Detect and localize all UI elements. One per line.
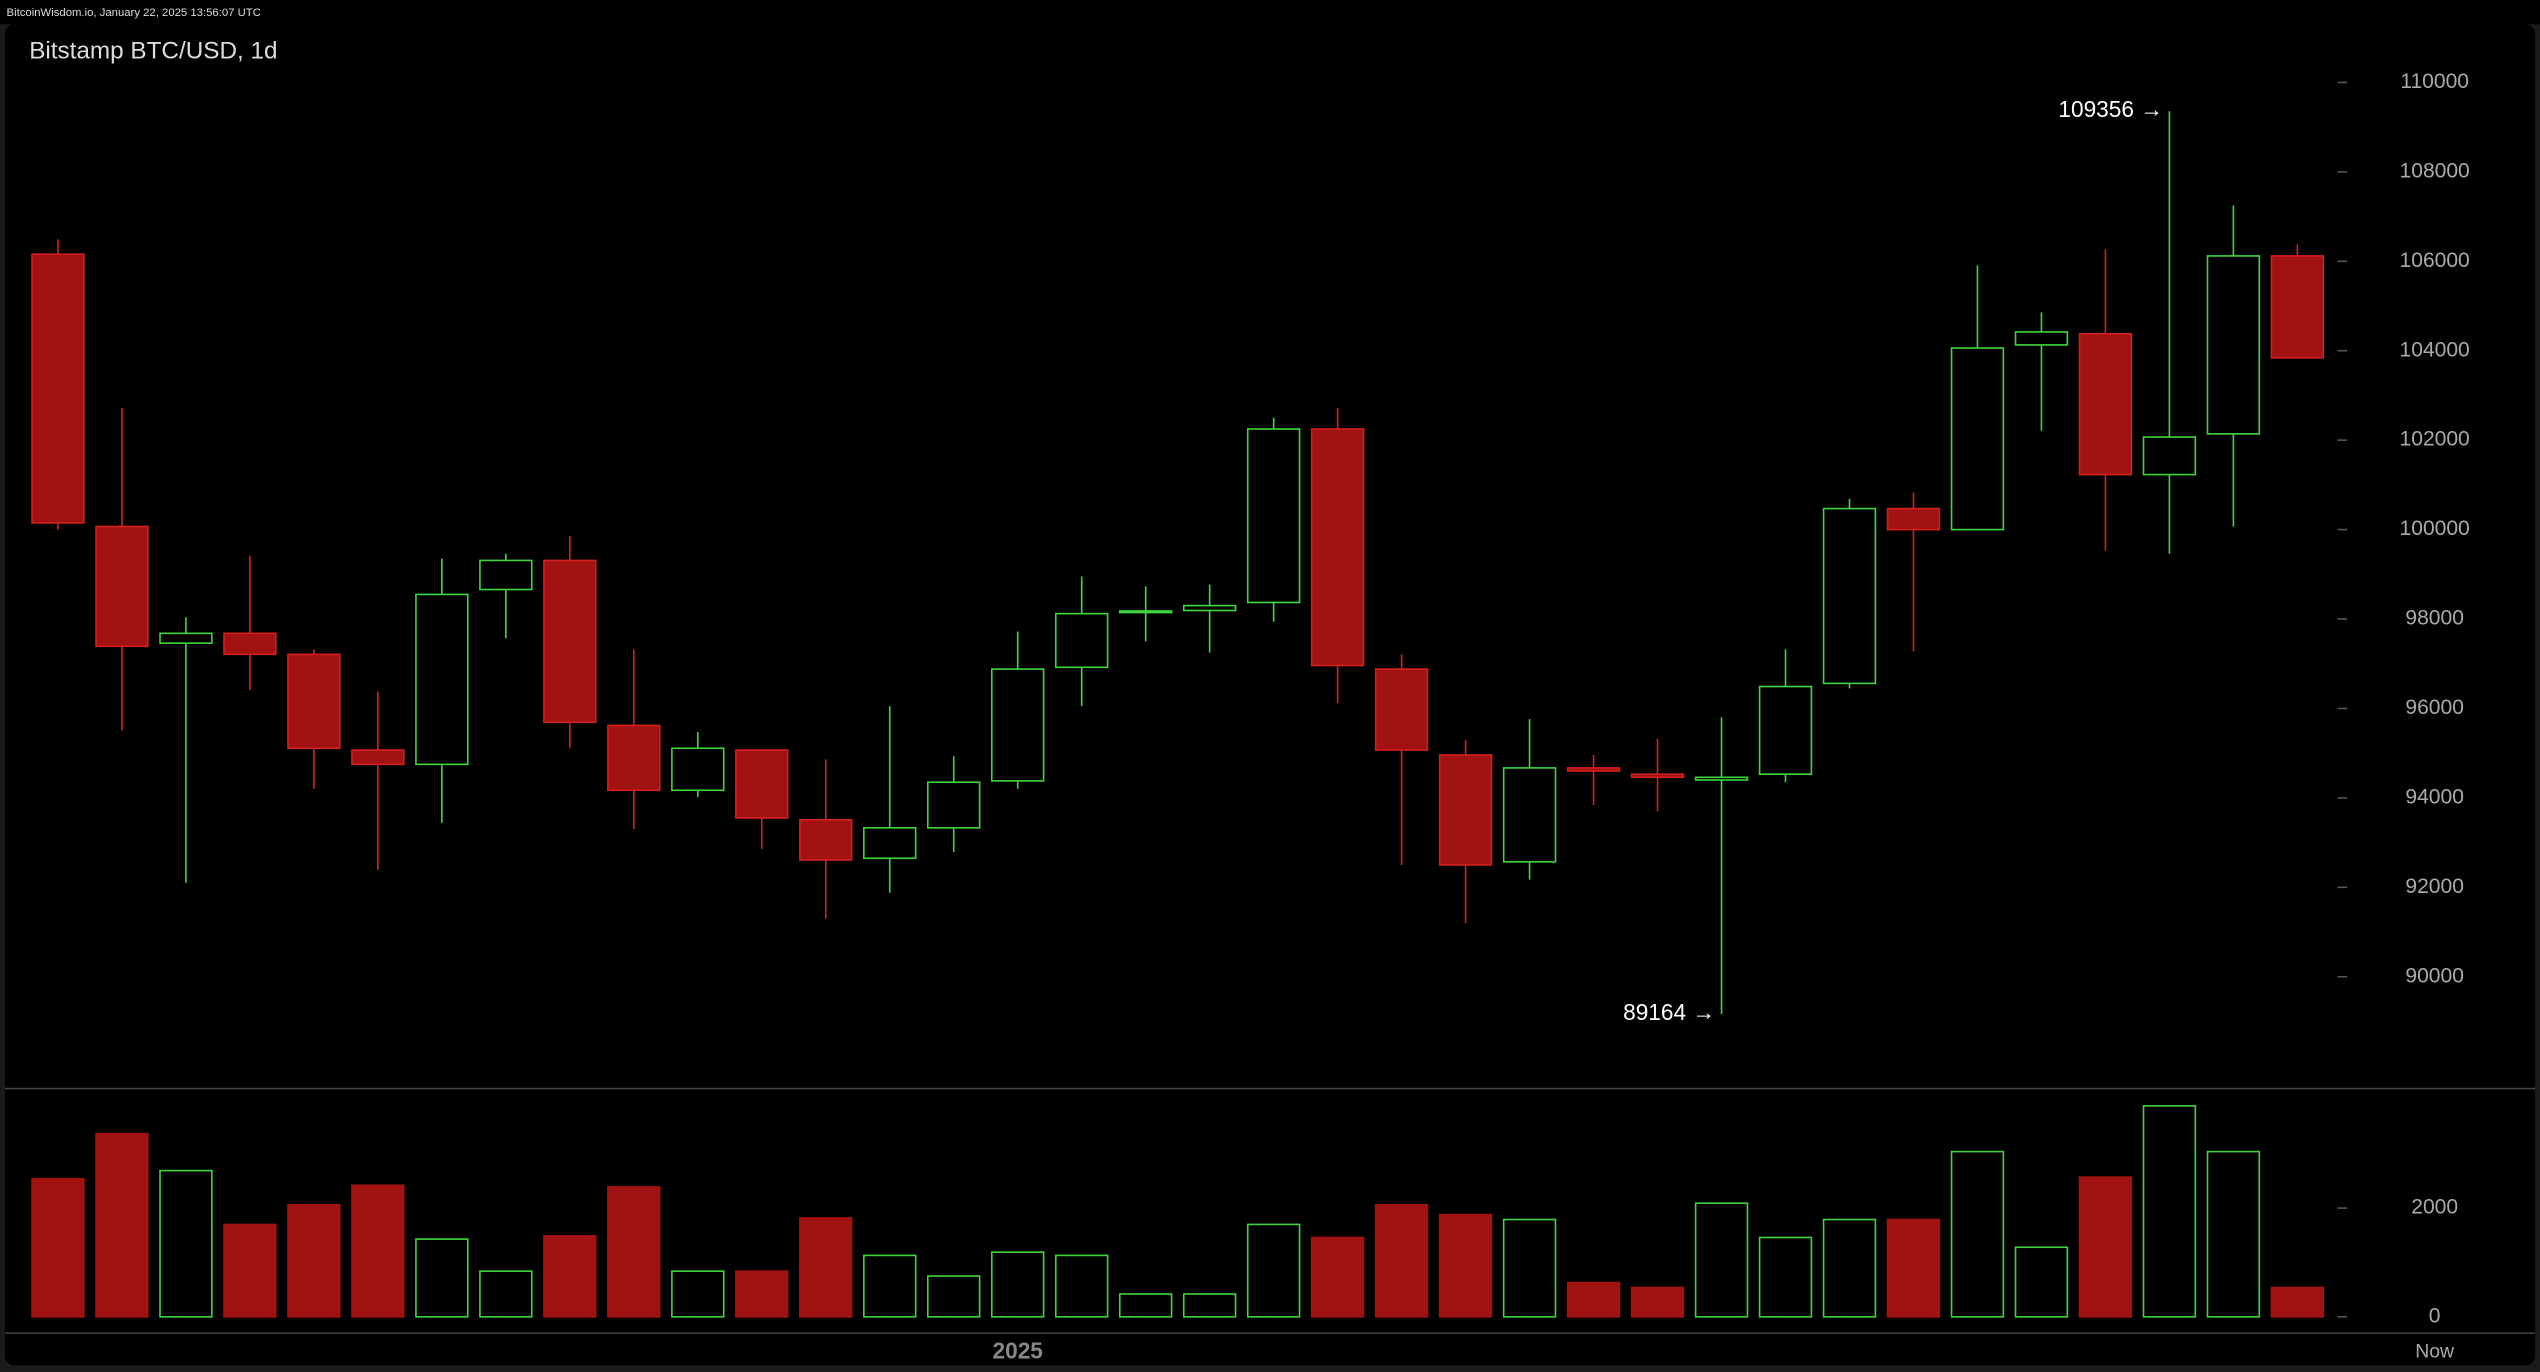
y-tick-label: 102000: [2400, 428, 2470, 451]
candle-body: [799, 818, 853, 861]
candle-body: [351, 749, 405, 766]
candle-body: [735, 749, 789, 819]
volume-bar: [1438, 1213, 1493, 1318]
y-tick-label: 100000: [2400, 517, 2470, 540]
candle-body: [927, 781, 981, 829]
y-tick-label: 92000: [2405, 875, 2464, 898]
volume-bar: [1054, 1254, 1109, 1318]
candle-body: [2142, 436, 2197, 476]
y-tick-label: 108000: [2400, 159, 2470, 182]
candle-body: [287, 653, 341, 750]
candle-body: [1886, 507, 1941, 531]
candle-body: [2014, 331, 2069, 346]
y-tick-label: 98000: [2405, 607, 2464, 630]
volume-bar: [415, 1238, 469, 1318]
volume-bar: [1182, 1293, 1237, 1318]
volume-bar: [223, 1223, 277, 1318]
volume-bar: [1118, 1293, 1173, 1318]
volume-bar: [1310, 1236, 1365, 1318]
volume-bar: [2270, 1286, 2325, 1318]
y-tick-label: 94000: [2405, 785, 2464, 808]
candle-body: [1694, 776, 1749, 781]
high-annotation: 109356 →: [2058, 96, 2163, 122]
candle-body: [607, 724, 661, 792]
candle-body: [863, 827, 917, 860]
candle-body: [1758, 685, 1813, 775]
volume-bar: [1374, 1204, 1429, 1318]
volume-bar: [2142, 1105, 2197, 1318]
candle-body: [1630, 773, 1685, 779]
candle-body: [223, 632, 277, 656]
y-tick-label: 110000: [2400, 70, 2469, 93]
volume-bar: [2206, 1150, 2261, 1318]
candle-body: [1950, 347, 2005, 531]
volume-bar: [990, 1251, 1045, 1318]
candle-body: [1118, 610, 1173, 614]
candle-body: [159, 632, 213, 644]
volume-bar: [1694, 1202, 1749, 1318]
volume-bar: [1630, 1286, 1685, 1318]
candle-body: [543, 559, 597, 724]
volume-bar: [159, 1169, 213, 1318]
volume-bar: [863, 1254, 917, 1318]
candle-body: [1502, 767, 1557, 863]
candle-body: [1822, 507, 1877, 685]
candle-body: [95, 525, 149, 648]
volume-bar: [1566, 1281, 1621, 1318]
volume-tick-label: 2000: [2411, 1196, 2458, 1219]
candle-body: [1182, 604, 1237, 612]
volume-bar: [799, 1217, 853, 1318]
volume-bar: [1758, 1236, 1813, 1318]
volume-bar: [351, 1184, 405, 1318]
candle-body: [1566, 767, 1621, 772]
candle-body: [2206, 255, 2261, 435]
candle-body: [990, 668, 1045, 782]
chart-title: Bitstamp BTC/USD, 1d: [29, 37, 277, 64]
now-label: Now: [2415, 1341, 2455, 1363]
volume-bar: [1246, 1223, 1301, 1318]
x-tick-label: 2025: [993, 1338, 1043, 1364]
candle-body: [1438, 754, 1493, 866]
volume-bar: [31, 1177, 85, 1318]
volume-bar: [1886, 1218, 1941, 1318]
header-bar: [0, 0, 2540, 25]
candle-body: [31, 253, 85, 524]
volume-bar: [543, 1235, 597, 1318]
volume-bar: [2078, 1176, 2133, 1318]
volume-bar: [1822, 1218, 1877, 1318]
candle-body: [1374, 668, 1429, 751]
candle-body: [671, 747, 725, 792]
volume-bar: [479, 1270, 533, 1318]
candle-body: [1310, 428, 1365, 667]
candle-body: [1054, 612, 1109, 669]
volume-bar: [607, 1186, 661, 1318]
volume-bar: [95, 1132, 149, 1318]
volume-bar: [927, 1275, 981, 1318]
low-annotation: 89164 →: [1623, 999, 1715, 1025]
candle-body: [415, 593, 469, 766]
volume-bar: [671, 1270, 725, 1318]
chart-panel: [4, 24, 2536, 1366]
y-tick-label: 104000: [2400, 338, 2470, 361]
candle-body: [1246, 428, 1301, 604]
volume-bar: [2014, 1246, 2069, 1318]
volume-bar: [287, 1204, 341, 1318]
header-text: BitcoinWisdom.io, January 22, 2025 13:56…: [7, 7, 261, 19]
volume-tick-label: 0: [2429, 1304, 2441, 1327]
volume-bar: [1502, 1218, 1557, 1318]
y-tick-label: 96000: [2405, 696, 2464, 719]
candle-body: [2078, 332, 2133, 476]
candle-body: [2270, 255, 2325, 359]
volume-bar: [735, 1270, 789, 1318]
candle-body: [479, 559, 533, 591]
volume-bar: [1950, 1150, 2005, 1318]
y-tick-label: 90000: [2405, 964, 2464, 987]
y-tick-label: 106000: [2400, 249, 2470, 272]
